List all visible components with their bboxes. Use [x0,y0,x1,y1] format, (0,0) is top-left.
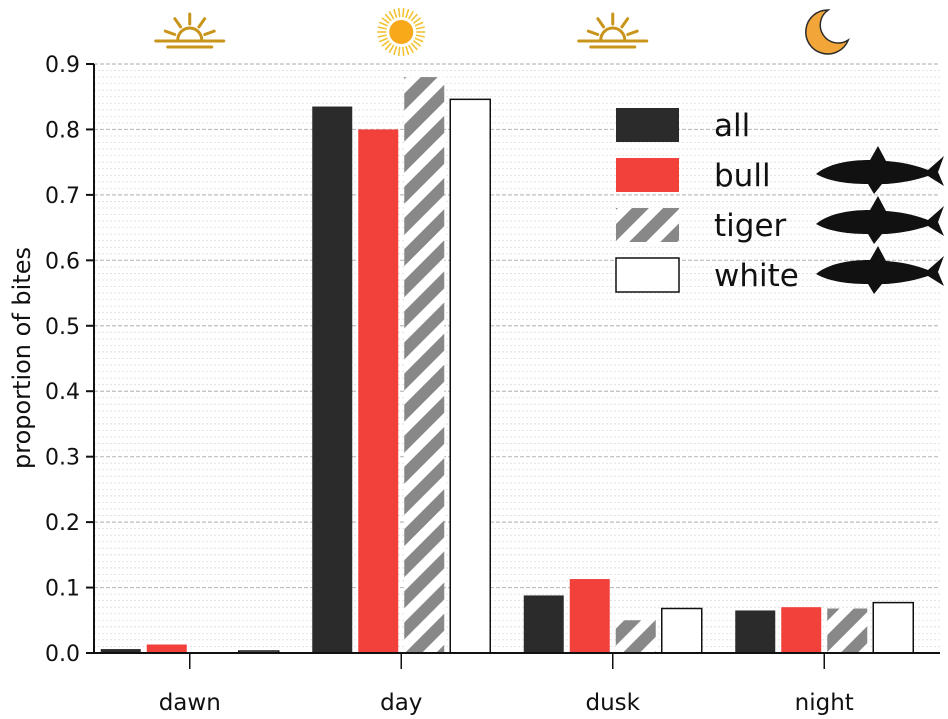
bar-bull-day [358,129,399,653]
x-tick-label-day: day [380,690,422,716]
legend-swatch-all [616,108,679,142]
sunset-icon [577,12,649,49]
bar-bull-night [781,607,822,653]
legend-item-white: white [615,246,944,294]
x-ticks: dawn day dusk night [159,653,854,716]
legend-item-bull: bull [616,146,944,194]
bars [100,77,914,654]
bar-white-dusk [661,607,703,654]
legend: all bull tiger white [615,108,944,294]
y-tick-label: 0.5 [45,315,80,340]
grid-lines [94,63,940,647]
y-tick-label: 0.2 [45,511,80,536]
legend-item-all: all [616,108,750,144]
legend-label-bull: bull [714,158,771,194]
tiger-shark-icon [816,196,944,244]
bar-white-night [872,601,914,654]
legend-swatch-bull [616,158,679,192]
y-ticks: 0.0 0.1 0.2 0.3 0.4 0.5 0.6 0.7 0.8 0.9 [45,53,94,667]
bar-bull-dawn [146,644,187,653]
legend-swatch-white [615,257,680,293]
sunrise-icon [154,12,226,49]
bar-tiger-dusk [615,620,656,653]
y-tick-label: 0.3 [45,446,80,471]
white-shark-icon [816,246,944,294]
legend-label-tiger: tiger [714,208,787,244]
moon-icon [805,9,850,55]
y-tick-label: 0.0 [45,642,80,667]
y-tick-label: 0.6 [45,249,80,274]
y-tick-label: 0.8 [45,118,80,143]
legend-swatch-tiger [616,208,679,242]
bar-all-night [735,610,776,653]
bull-shark-icon [816,146,944,194]
bar-white-day [449,98,491,654]
y-tick-label: 0.1 [45,577,80,602]
legend-item-tiger: tiger [616,196,944,244]
x-tick-label-dawn: dawn [159,690,221,716]
y-axis-label: proportion of bites [8,247,36,469]
bar-all-dawn [100,649,141,653]
y-tick-label: 0.4 [45,380,80,405]
bar-bull-dusk [569,579,610,653]
legend-label-white: white [714,258,799,294]
legend-label-all: all [714,108,750,144]
x-tick-label-night: night [795,690,854,716]
sun-icon [377,8,426,56]
bar-tiger-night [827,608,868,653]
bar-all-day [312,106,353,654]
bar-tiger-day [404,77,445,654]
axes [93,64,940,654]
y-tick-label: 0.7 [45,184,80,209]
time-of-day-icons [154,8,850,56]
x-tick-label-dusk: dusk [586,690,641,716]
y-tick-label: 0.9 [45,53,80,78]
bar-all-dusk [523,595,564,653]
